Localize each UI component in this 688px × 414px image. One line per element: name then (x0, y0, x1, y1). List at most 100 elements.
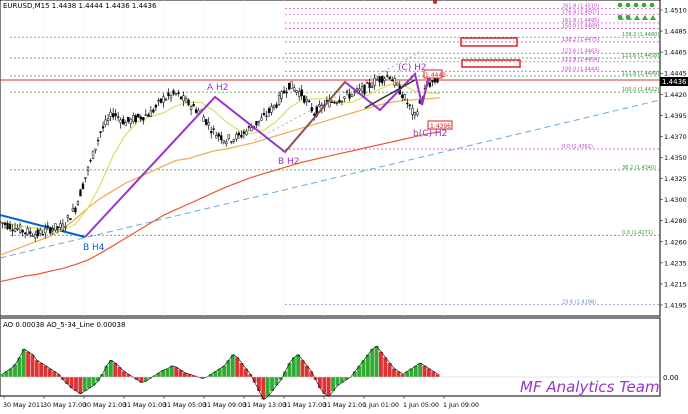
candle-body (18, 224, 22, 233)
ao-bar (213, 371, 218, 377)
fib-label-15: 23.6 (1.4198) (562, 299, 596, 305)
ao-bar (152, 375, 157, 377)
ao-bar (78, 377, 83, 394)
wave-line-purple[interactable] (84, 71, 431, 238)
fib-label-11: 100.0 (1.4422) (622, 87, 659, 93)
candle-body (287, 82, 291, 90)
dashed-trendline-upper[interactable] (254, 51, 421, 141)
candle-body (44, 228, 47, 234)
signal-dots (433, 0, 656, 20)
candle-body (245, 130, 248, 135)
ao-bar (87, 377, 91, 389)
ao-bar (126, 374, 131, 377)
candle-body (182, 95, 185, 102)
candle-body (375, 79, 379, 81)
candle-body (242, 131, 246, 134)
ao-bar (117, 367, 122, 377)
ao-bar (370, 349, 375, 377)
candle-body (396, 82, 399, 86)
candle-body (3, 222, 7, 225)
candle-body (54, 223, 57, 231)
candle-body (282, 90, 286, 94)
candle-body (31, 235, 34, 237)
candle-body (363, 84, 366, 95)
ao-bar (52, 371, 57, 377)
price-box-low (427, 120, 453, 130)
candle-body (71, 208, 75, 212)
candle-body (127, 116, 130, 122)
price-axis-label: 1.4215 (664, 280, 687, 288)
ao-bar (56, 374, 61, 377)
ao-bar (339, 377, 344, 383)
candle-body (142, 117, 145, 121)
candle-body (61, 223, 65, 231)
candle-body (378, 76, 381, 83)
candle-body (413, 112, 417, 116)
candle-body (335, 102, 339, 104)
candle-body (94, 148, 97, 151)
ao-bar (30, 354, 35, 377)
price-axis-label: 1.4260 (664, 238, 687, 246)
candle-body (350, 93, 354, 97)
candle-body (11, 229, 14, 232)
candle-body (230, 141, 233, 143)
candle-body (189, 106, 193, 110)
symbol-info: EURUSD,M15 1.4438 1.4444 1.4436 1.4436 (3, 2, 157, 10)
candle-body (69, 218, 72, 220)
candle-body (194, 109, 198, 113)
candle-body (368, 82, 371, 88)
candle-body (308, 100, 311, 103)
candle-body (99, 131, 102, 133)
ao-bar (113, 363, 118, 377)
ao-bar (26, 351, 30, 377)
candle-body (169, 94, 173, 99)
current-price-label: 1.4436 (662, 78, 687, 86)
target-box-lower[interactable] (461, 59, 521, 68)
fib-label-0: 261.8 (1.4510) (562, 4, 599, 10)
candle-body (59, 223, 62, 228)
ao-bar (304, 365, 309, 377)
ao-bar (39, 363, 44, 377)
candle-body (164, 98, 168, 101)
ao-bar (91, 377, 96, 386)
ao-bar (156, 372, 161, 377)
time-axis-label: 31 May 05:00 (163, 402, 206, 409)
candle-body (212, 128, 215, 130)
candle-body (122, 118, 125, 125)
candle-body (381, 76, 384, 83)
candle-body (386, 75, 389, 77)
candle-body (295, 90, 298, 93)
ao-bar (344, 377, 349, 380)
ao-bar (405, 371, 410, 377)
ao-bar (309, 371, 314, 377)
candle-body (388, 76, 391, 79)
ao-bar (108, 360, 113, 377)
candle-body (124, 121, 127, 126)
uptrend-line-blue[interactable] (0, 214, 86, 238)
candle-body (64, 225, 67, 228)
target-box-upper[interactable] (460, 37, 518, 47)
time-axis-label: 1 Jun 09:00 (443, 402, 479, 409)
time-axis-label: 1 Jun 01:00 (363, 402, 399, 409)
candle-body (177, 92, 180, 94)
wave-line-dark[interactable] (364, 79, 416, 109)
ao-bar (100, 374, 105, 377)
candle-body (237, 132, 241, 136)
ao-bar (74, 377, 78, 391)
price-panel-frame (0, 0, 661, 317)
wave-line-brown[interactable] (284, 81, 346, 153)
ao-bar (148, 377, 152, 379)
ao-bar (200, 377, 205, 379)
dashed-trendline-lower[interactable] (0, 99, 661, 259)
price-box-low-label: 1.4396 (430, 123, 451, 130)
ao-bar (143, 377, 148, 382)
candle-body (280, 91, 283, 99)
ao-bar (235, 357, 240, 377)
ao-bar (135, 377, 139, 380)
candle-body (260, 117, 263, 121)
candle-body (149, 110, 153, 117)
candle-body (104, 119, 107, 126)
